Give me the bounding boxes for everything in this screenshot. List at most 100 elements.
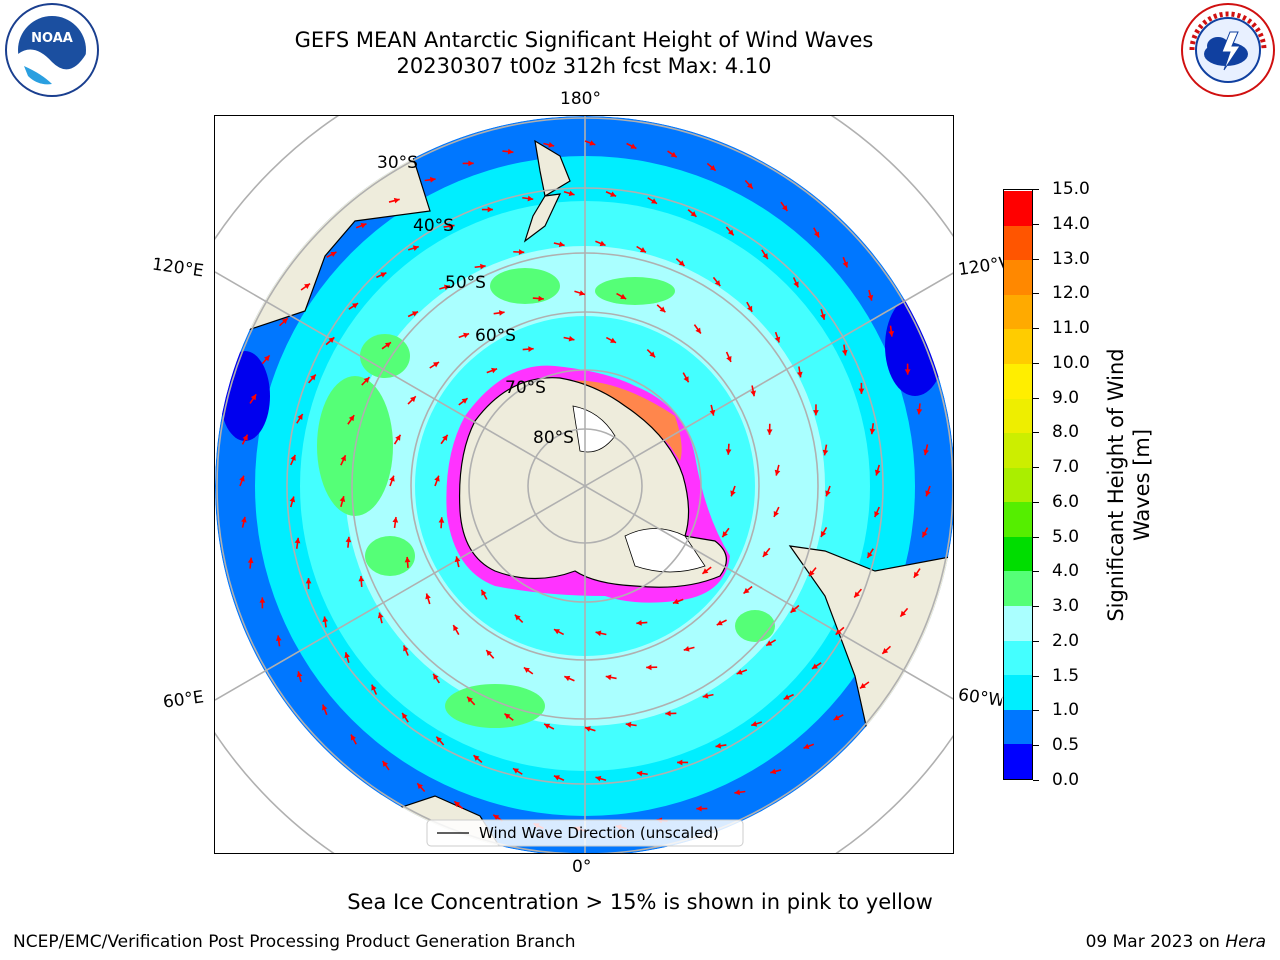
colorbar-tick (1033, 675, 1039, 677)
legend-label: Wind Wave Direction (unscaled) (479, 824, 719, 842)
wave-arrow-head (507, 148, 514, 155)
wave-arrow-head (670, 151, 677, 158)
colorbar-tick (1033, 223, 1039, 225)
wave-arrow-head (702, 568, 709, 574)
wave-arrow-head (579, 290, 585, 296)
wave-arrow-head (790, 607, 797, 613)
wave-arrow-head (340, 455, 346, 462)
wave-arrow-head (841, 349, 848, 356)
wave-arrow-head (360, 222, 367, 229)
wave-arrow-head (467, 696, 473, 703)
wave-arrow-head (751, 721, 758, 727)
map-title: GEFS MEAN Antarctic Significant Height o… (294, 28, 874, 52)
wave-arrow-head (809, 570, 815, 577)
wave-arrow-head (468, 160, 474, 167)
wave-arrow-head (639, 247, 646, 253)
wave-arrow-head (404, 556, 411, 563)
wave-arrow-head (444, 284, 450, 291)
wave-arrow-head (874, 469, 881, 476)
wave-arrow-head (923, 449, 929, 456)
colorbar-tick-label: 1.5 (1052, 665, 1080, 686)
wave-arrow-head (599, 240, 606, 247)
wave-arrow-head (736, 669, 743, 675)
wave-arrow-head (498, 310, 505, 316)
colorbar-tick-label: 11.0 (1052, 318, 1090, 339)
wave-arrow-head (726, 356, 732, 362)
colorbar-segment (1004, 328, 1032, 364)
wave-arrow-head (448, 223, 455, 230)
wave-arrow-head (410, 396, 416, 403)
colorbar-segment (1004, 190, 1032, 226)
wave-arrow-head (916, 408, 923, 415)
wave-arrow-head (275, 635, 282, 642)
wave-arrow-head (821, 530, 827, 537)
wave-arrow-head (305, 578, 312, 584)
wave-arrow-head (436, 736, 442, 743)
colorbar-tick (1033, 328, 1039, 330)
wave-arrow-head (913, 571, 920, 578)
colorbar-tick-label: 5.0 (1052, 526, 1080, 547)
wave-arrow-head (433, 673, 439, 680)
wave-arrow-head (762, 253, 768, 260)
wave-arrow-head (384, 342, 391, 348)
wave-arrow-head (636, 770, 643, 777)
footer-machine: Hera (1225, 932, 1266, 952)
wave-arrow-head (610, 337, 617, 343)
wave-arrow-head (714, 280, 721, 287)
wave-arrow-head (922, 531, 928, 538)
wave-arrow-head (345, 536, 352, 543)
colorbar-segment (1004, 363, 1032, 399)
colorbar-tick (1033, 640, 1039, 642)
wave-arrow-head (294, 537, 301, 544)
wave-arrow-head (762, 550, 769, 557)
wave-arrow-head (281, 318, 288, 324)
wave-arrow-head (882, 648, 889, 654)
wave-arrow-head (527, 195, 534, 202)
wave-arrow-head (380, 272, 387, 278)
colorbar-tick-label: 14.0 (1052, 213, 1090, 234)
wave-arrow-head (743, 587, 750, 594)
sea-ice-footnote: Sea Ice Concentration > 15% is shown in … (347, 890, 933, 914)
colorbar-tick-label: 9.0 (1052, 387, 1080, 408)
colorbar-segment (1004, 605, 1032, 641)
wave-arrow-head (296, 671, 303, 678)
wave-arrow-head (442, 434, 448, 441)
wave-arrow-head (348, 415, 355, 422)
wave-arrow-head (371, 684, 377, 691)
ice-shelf (624, 528, 706, 573)
noaa-logo: NOAA (5, 3, 99, 97)
wind-wave-arrows (239, 140, 931, 832)
wave-arrow-head (867, 294, 874, 301)
wave-arrow-head (514, 614, 521, 621)
wave-arrow-head (389, 475, 395, 482)
svg-text:NOAA: NOAA (31, 31, 73, 46)
wave-arrow-head (595, 775, 602, 782)
wave-arrow-head (297, 413, 303, 420)
colorbar-tick-label: 10.0 (1052, 352, 1090, 373)
lat-label-70s: 70°S (505, 378, 546, 398)
wave-arrow-head (869, 428, 876, 435)
wave-arrow-head (242, 434, 248, 441)
lon-label-60e: 60°E (161, 687, 206, 713)
wave-arrow-head (858, 388, 865, 394)
wave-arrow-head (480, 263, 486, 270)
polar-map: 30°S 40°S 50°S 60°S 70°S 80°S Wind Wave … (215, 116, 953, 853)
wave-arrow-head (813, 410, 819, 416)
wave-arrow-head (433, 362, 440, 368)
colorbar-segment (1004, 294, 1032, 330)
wave-arrow-head (678, 260, 685, 267)
wave-patch (365, 536, 415, 576)
wave-arrow-head (463, 332, 470, 339)
wave-arrow-head (696, 805, 702, 812)
wave-arrow-head (339, 496, 346, 502)
wave-arrow-head (728, 229, 734, 236)
colorbar-tick-label: 8.0 (1052, 422, 1080, 443)
wave-arrow-head (344, 652, 350, 659)
wave-arrow-head (247, 557, 254, 564)
wave-arrow-head (630, 143, 637, 149)
wave-patch (360, 334, 410, 378)
lat-label-80s: 80°S (533, 428, 574, 448)
colorbar-tick-label: 4.0 (1052, 561, 1080, 582)
colorbar-tick (1033, 362, 1039, 364)
colorbar-tick-label: 0.0 (1052, 770, 1080, 790)
